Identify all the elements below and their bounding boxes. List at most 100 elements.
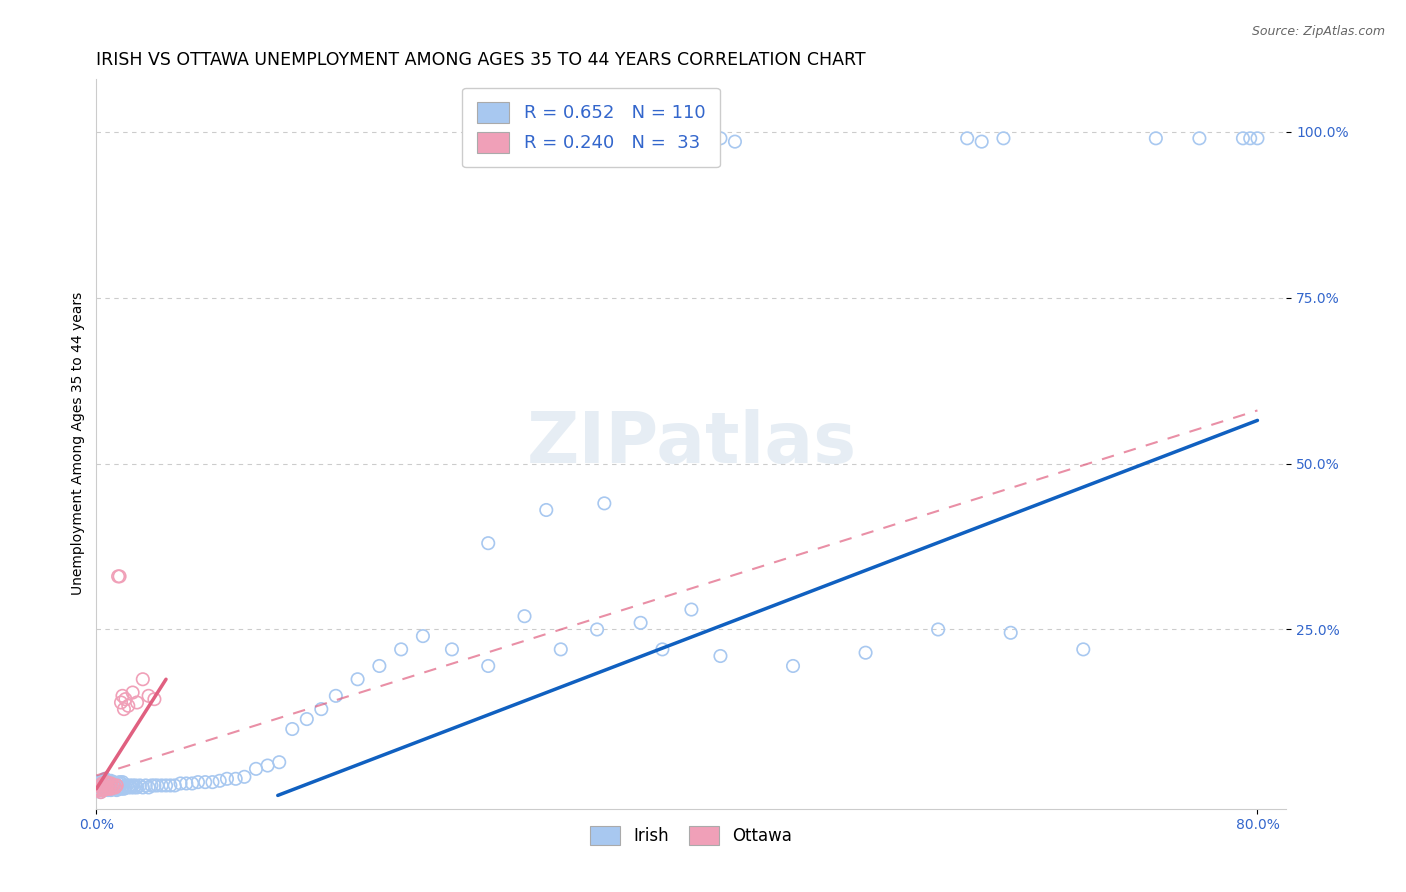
- Point: [91, 781, 114, 796]
- Point: [87, 781, 110, 796]
- Point: [97, 783, 120, 797]
- Point: [100, 783, 122, 797]
- Point: [98, 776, 121, 790]
- Point: [98, 781, 121, 796]
- Point: [90, 780, 112, 795]
- Point: [256, 758, 278, 772]
- Point: [125, 780, 148, 795]
- Point: [121, 685, 143, 699]
- Point: [201, 775, 224, 789]
- Point: [927, 623, 949, 637]
- Point: [586, 623, 609, 637]
- Point: [122, 780, 145, 795]
- Point: [440, 642, 463, 657]
- Point: [115, 779, 138, 793]
- Point: [90, 779, 112, 793]
- Point: [155, 779, 177, 793]
- Point: [93, 779, 115, 793]
- Point: [89, 779, 111, 793]
- Point: [709, 648, 731, 663]
- Point: [94, 781, 117, 796]
- Point: [96, 780, 118, 795]
- Point: [709, 131, 731, 145]
- Point: [114, 780, 136, 795]
- Point: [114, 692, 136, 706]
- Point: [97, 781, 120, 796]
- Point: [176, 776, 198, 790]
- Point: [368, 659, 391, 673]
- Point: [89, 783, 111, 797]
- Point: [295, 712, 318, 726]
- Point: [104, 781, 127, 796]
- Point: [970, 135, 993, 149]
- Point: [105, 778, 128, 792]
- Point: [96, 775, 118, 789]
- Point: [412, 629, 434, 643]
- Text: Source: ZipAtlas.com: Source: ZipAtlas.com: [1251, 25, 1385, 38]
- Point: [215, 772, 238, 786]
- Point: [1144, 131, 1167, 145]
- Point: [132, 672, 155, 686]
- Point: [101, 781, 124, 796]
- Text: IRISH VS OTTAWA UNEMPLOYMENT AMONG AGES 35 TO 44 YEARS CORRELATION CHART: IRISH VS OTTAWA UNEMPLOYMENT AMONG AGES …: [97, 51, 866, 69]
- Point: [225, 772, 247, 786]
- Point: [91, 776, 114, 790]
- Point: [108, 780, 131, 795]
- Point: [93, 783, 115, 797]
- Point: [101, 780, 124, 795]
- Point: [346, 672, 368, 686]
- Point: [194, 775, 217, 789]
- Point: [93, 783, 115, 797]
- Point: [513, 609, 536, 624]
- Point: [146, 779, 169, 793]
- Point: [97, 776, 120, 790]
- Point: [107, 569, 129, 583]
- Point: [87, 781, 110, 796]
- Point: [163, 779, 186, 793]
- Point: [100, 779, 122, 793]
- Point: [477, 536, 499, 550]
- Point: [550, 642, 572, 657]
- Point: [101, 776, 124, 790]
- Point: [245, 762, 267, 776]
- Point: [103, 780, 125, 795]
- Text: ZIPatlas: ZIPatlas: [526, 409, 856, 478]
- Point: [124, 779, 146, 793]
- Point: [187, 775, 209, 789]
- Point: [107, 776, 129, 790]
- Point: [1071, 642, 1094, 657]
- Point: [269, 756, 291, 770]
- Point: [100, 776, 122, 790]
- Point: [233, 770, 256, 784]
- Point: [477, 659, 499, 673]
- Point: [108, 569, 131, 583]
- Point: [325, 689, 347, 703]
- Point: [112, 781, 135, 796]
- Point: [111, 775, 134, 789]
- Point: [120, 780, 142, 795]
- Point: [108, 775, 131, 789]
- Point: [104, 776, 127, 790]
- Point: [105, 779, 128, 793]
- Point: [311, 702, 333, 716]
- Point: [91, 776, 114, 790]
- Point: [110, 776, 132, 790]
- Point: [181, 776, 204, 790]
- Point: [993, 131, 1015, 145]
- Point: [103, 775, 125, 789]
- Point: [593, 496, 616, 510]
- Point: [143, 692, 166, 706]
- Point: [104, 780, 127, 795]
- Point: [169, 776, 191, 790]
- Point: [90, 785, 112, 799]
- Point: [94, 772, 117, 786]
- Point: [94, 776, 117, 790]
- Point: [107, 781, 129, 796]
- Point: [138, 689, 160, 703]
- Point: [117, 698, 139, 713]
- Point: [118, 779, 141, 793]
- Point: [121, 779, 143, 793]
- Point: [630, 615, 652, 630]
- Point: [281, 722, 304, 736]
- Point: [651, 642, 673, 657]
